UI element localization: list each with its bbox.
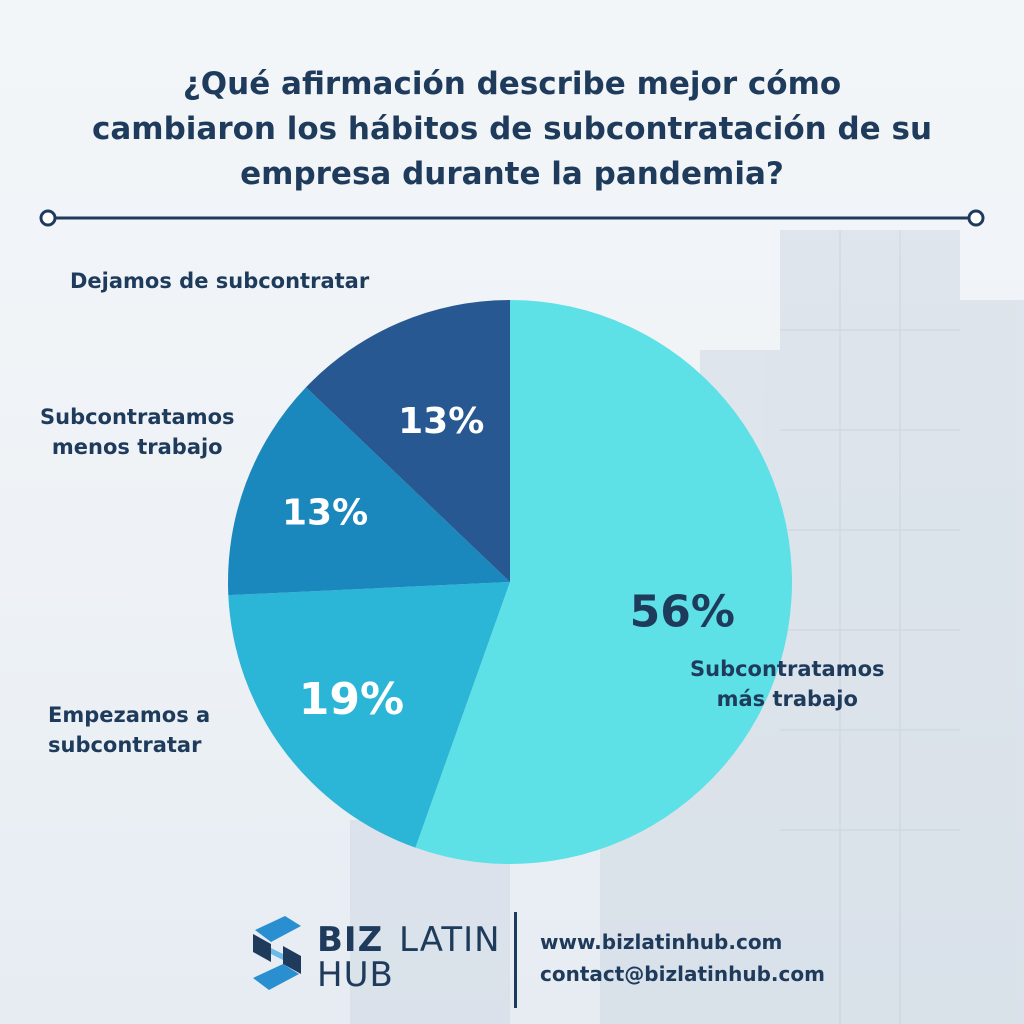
slice-label-line: más trabajo xyxy=(716,687,858,711)
email-link[interactable]: contact@bizlatinhub.com xyxy=(540,962,825,986)
brand-name-latin: LATIN xyxy=(399,920,501,960)
slice-label-line: menos trabajo xyxy=(51,435,223,459)
bizlatinhub-logo-icon xyxy=(253,916,301,990)
chart-title-line: cambiaron los hábitos de subcontratación… xyxy=(91,111,933,147)
pie-slice xyxy=(228,387,510,596)
pie-slice xyxy=(228,582,510,848)
slice-label-line: subcontratar xyxy=(48,733,202,757)
slice-label-mas-trabajo: Subcontratamos más trabajo xyxy=(690,654,885,714)
slice-value-label: 13% xyxy=(398,401,484,442)
slice-label-line: Subcontratamos xyxy=(40,405,235,429)
brand-name-biz: BIZ xyxy=(317,920,384,960)
pie-slice xyxy=(305,300,510,582)
footer-divider xyxy=(514,912,517,1008)
pie-slice xyxy=(415,300,792,864)
brand-name-hub: HUB xyxy=(317,955,394,995)
slice-value-label: 19% xyxy=(299,674,404,725)
chart-title-line: ¿Qué afirmación describe mejor cómo xyxy=(182,66,842,102)
slice-value-label: 56% xyxy=(630,586,735,637)
slice-label-line: Empezamos a xyxy=(48,703,211,727)
chart-title: ¿Qué afirmación describe mejor cómo camb… xyxy=(60,62,964,197)
slice-label-line: Dejamos de subcontratar xyxy=(70,269,370,293)
slice-label-menos-trabajo: Subcontratamos menos trabajo xyxy=(40,402,235,462)
slice-label-dejamos: Dejamos de subcontratar xyxy=(70,266,369,296)
website-link[interactable]: www.bizlatinhub.com xyxy=(540,930,783,954)
chart-title-line: empresa durante la pandemia? xyxy=(240,156,784,192)
title-divider xyxy=(39,209,985,227)
slice-value-label: 13% xyxy=(282,492,368,533)
slice-label-line: Subcontratamos xyxy=(690,657,885,681)
slice-label-empezamos: Empezamos a subcontratar xyxy=(48,700,210,760)
